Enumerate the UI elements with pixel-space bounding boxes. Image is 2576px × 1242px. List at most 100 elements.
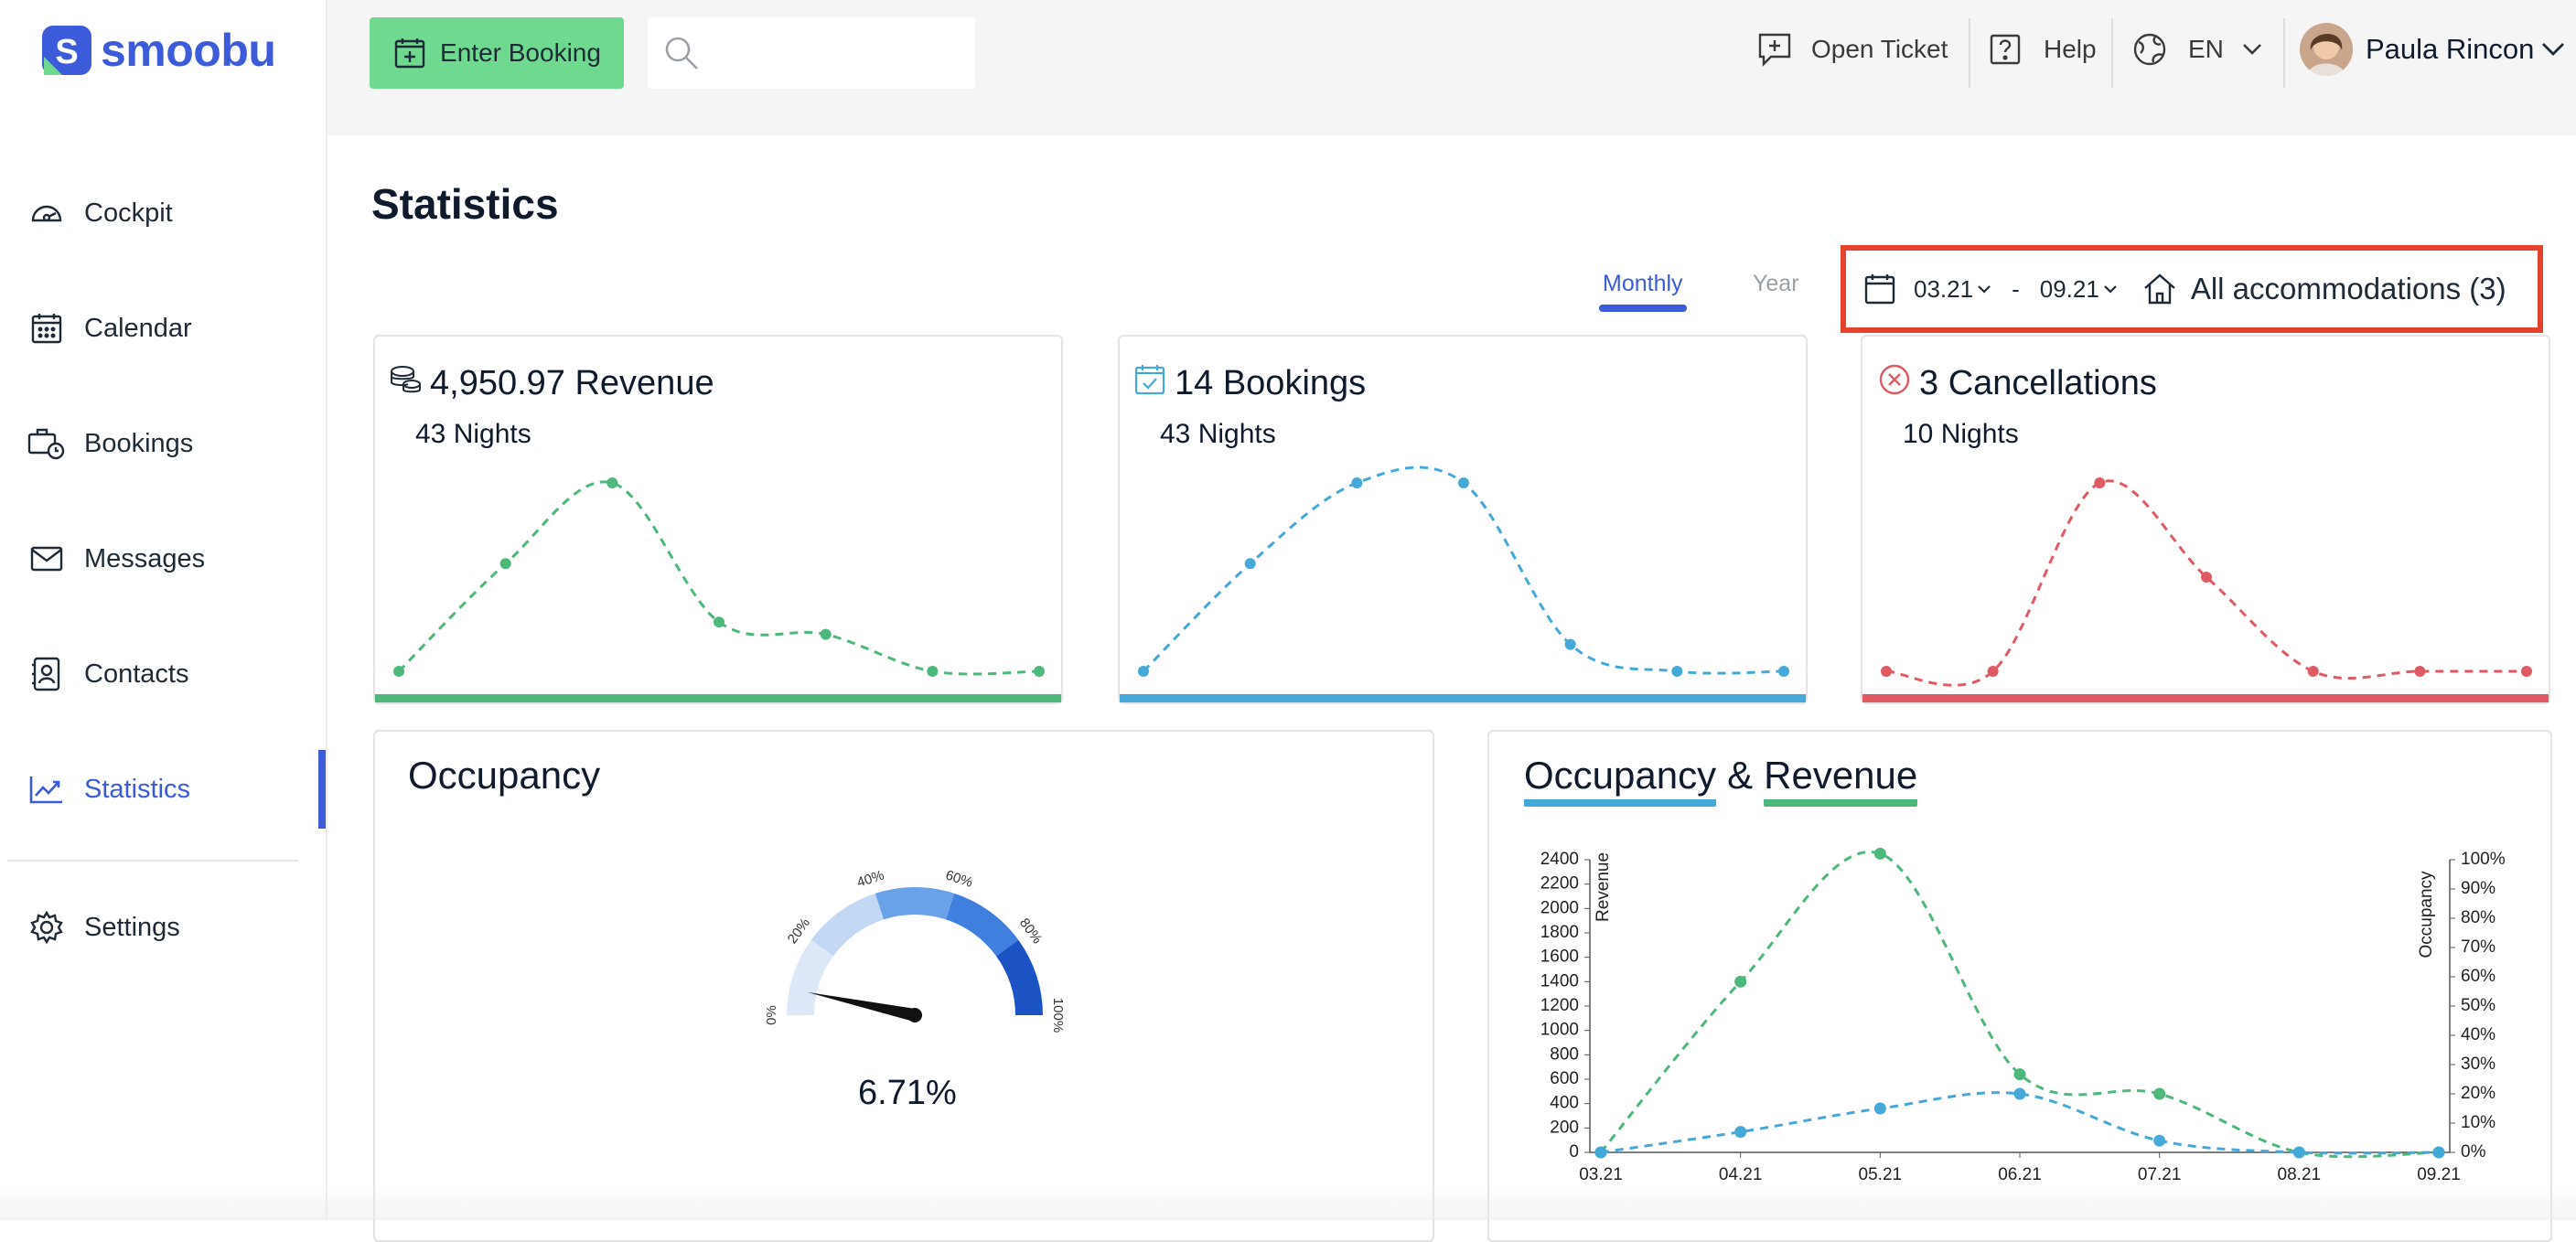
data-point-revenue[interactable] [2013,1068,2026,1081]
y-tick-label: 0 [1569,1142,1579,1162]
sparkline-point[interactable] [606,477,618,488]
sparkline-point[interactable] [1881,666,1892,677]
sparkline-point[interactable] [2521,666,2532,677]
occupancy-revenue-card: Occupancy & Revenue 0 200 400 600 800 1000 120… [1487,730,2552,1242]
language-selector[interactable]: EN [2131,22,2262,77]
gauge-tick-label: 60% [943,867,974,890]
legend-revenue[interactable]: Revenue [1764,754,1918,807]
date-from-select[interactable]: 03.21 [1914,275,1991,304]
search-input[interactable] [708,37,968,69]
sidebar-item-statistics[interactable]: Statistics [0,732,326,847]
data-point-occupancy[interactable] [2013,1087,2026,1100]
data-point-revenue[interactable] [2153,1087,2166,1100]
gauge-segment [945,893,1019,957]
sparkline-point[interactable] [393,666,404,677]
revenue-accent-bar [375,694,1061,702]
contact-book-icon [27,655,66,693]
chart-axes [1589,860,2451,1153]
data-point-occupancy[interactable] [2153,1134,2166,1147]
chevron-down-icon [2242,44,2261,55]
sidebar-item-contacts[interactable]: Contacts [0,616,326,732]
sparkline-point[interactable] [1671,666,1683,677]
sidebar-item-cockpit[interactable]: Cockpit [0,155,326,271]
sparkline-point[interactable] [2307,666,2319,677]
topbar-divider [2283,18,2285,88]
sidebar-item-messages[interactable]: Messages [0,501,326,616]
accommodations-select[interactable]: All accommodations (3) [2190,272,2506,305]
topbar-divider [1969,18,1970,88]
data-point-occupancy[interactable] [1594,1146,1607,1159]
data-point-revenue[interactable] [1873,847,1886,860]
sparkline-path [1142,466,1785,675]
x-tick-label: 04.21 [1719,1165,1763,1184]
sidebar: S smoobu Cockpit Calendar Bookings [0,0,327,1220]
trend-chart-icon [27,770,66,808]
sparkline-point[interactable] [1138,666,1149,677]
y2-tick-label: 60% [2461,967,2496,986]
sparkline-point[interactable] [1458,477,1469,488]
date-to-select[interactable]: 09.21 [2040,275,2118,304]
calendar-icon [1864,274,1895,305]
tab-year[interactable]: Year [1753,271,1799,296]
y-tick-label: 200 [1550,1118,1579,1137]
enter-booking-button[interactable]: Enter Booking [370,17,624,89]
smoobu-logo-icon: S [42,26,91,75]
data-point-occupancy[interactable] [2292,1146,2305,1159]
envelope-icon [27,540,66,578]
data-point-occupancy[interactable] [1873,1102,1886,1115]
sparkline-point[interactable] [499,558,511,570]
help-button[interactable]: Help [1989,22,2097,77]
sparkline-point[interactable] [2094,477,2106,488]
sparkline-point[interactable] [927,666,939,677]
legend-occupancy[interactable]: Occupancy [1524,754,1717,807]
sparkline-point[interactable] [2201,572,2212,583]
sparkline-point[interactable] [820,628,832,640]
y2-tick-label: 100% [2461,850,2506,869]
data-point-revenue[interactable] [1734,975,1747,988]
cancellations-title: 3 Cancellations [1919,364,2157,402]
sidebar-item-bookings[interactable]: Bookings [0,386,326,501]
language-label: EN [2188,35,2224,63]
logo[interactable]: S smoobu [40,24,276,77]
date-from-value: 03.21 [1914,274,1974,303]
revenue-sparkline [393,477,1045,677]
sparkline-point[interactable] [1778,666,1789,677]
revenue-card: 4,950.97 Revenue 43 Nights [373,335,1063,704]
x-tick-label: 07.21 [2138,1165,2182,1184]
user-menu[interactable]: Paula Rincon [2300,22,2565,77]
search-box[interactable] [648,17,975,89]
sparkline-point[interactable] [1564,638,1576,650]
sparkline-point[interactable] [1987,666,1999,677]
data-point-occupancy[interactable] [1734,1126,1747,1139]
title-ampersand: & [1727,754,1754,797]
sparkline-path [1885,479,2527,687]
user-name: Paula Rincon [2366,33,2535,65]
cancellations-card: 3 Cancellations 10 Nights [1861,335,2550,704]
sparkline-point[interactable] [1351,477,1363,488]
occupancy-revenue-chart: 0 200 400 600 800 1000 1200 1400 1600 1800 2000 220… [1540,847,2506,1184]
briefcase-clock-icon [27,424,66,463]
gauge-needle [807,991,917,1022]
data-point-occupancy[interactable] [2432,1146,2445,1159]
sparkline-point[interactable] [2414,666,2426,677]
y2-tick-label: 40% [2461,1025,2496,1044]
sidebar-item-settings[interactable]: Settings [0,874,326,980]
x-tick-label: 08.21 [2278,1165,2322,1184]
open-ticket-button[interactable]: Open Ticket [1756,22,1948,77]
series-line-revenue [1599,851,2440,1159]
sparkline-point[interactable] [1244,558,1256,570]
x-tick-label: 09.21 [2417,1165,2461,1184]
occupancy-title: Occupancy [408,754,601,797]
tab-monthly[interactable]: Monthly [1599,271,1687,312]
sidebar-item-calendar[interactable]: Calendar [0,271,326,386]
occupancy-value: 6.71% [858,1074,957,1112]
chevron-down-icon [1978,285,1991,294]
y-tick-label: 2200 [1540,874,1579,894]
y2-tick-label: 0% [2461,1142,2486,1162]
help-label: Help [2044,35,2097,63]
gauge-tick-label: 40% [855,867,886,890]
page-title: Statistics [371,180,559,228]
y2-tick-label: 90% [2461,879,2496,898]
sparkline-point[interactable] [1034,666,1045,677]
sparkline-point[interactable] [714,616,724,628]
